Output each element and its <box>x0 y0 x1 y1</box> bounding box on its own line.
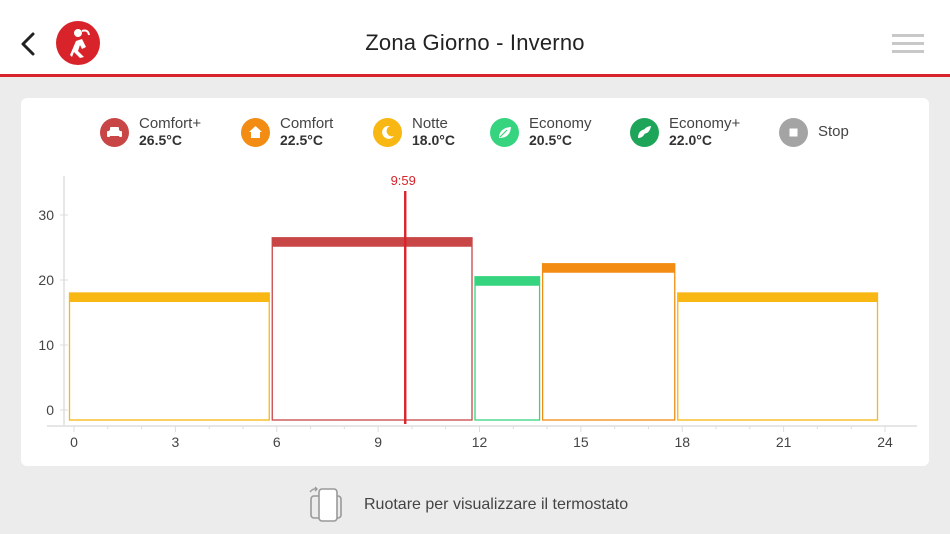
brand-logo-icon <box>56 21 100 65</box>
legend-temperature: 26.5°C <box>139 132 182 148</box>
schedule-segment-notte <box>68 292 270 421</box>
x-tick-label: 3 <box>171 434 179 450</box>
y-tick-label: 10 <box>38 337 54 353</box>
x-tick-label: 12 <box>472 434 488 450</box>
rotate-hint-text: Ruotare per visualizzare il termostato <box>364 496 629 513</box>
menu-button[interactable] <box>892 33 924 55</box>
legend-label: Economy <box>529 115 592 132</box>
legend-temperature: 22.5°C <box>280 132 323 148</box>
legend-item-economy-plus: Economy+ 22.0°C <box>630 115 760 151</box>
schedule-segment-comfort <box>541 263 676 421</box>
back-button[interactable] <box>16 28 44 60</box>
x-tick-label: 15 <box>573 434 589 450</box>
legend-temperature: 20.5°C <box>529 132 572 148</box>
legend-item-comfort: Comfort 22.5°C <box>241 115 371 151</box>
armchair-icon <box>100 118 129 147</box>
stop-icon <box>779 118 808 147</box>
chevron-left-icon <box>21 32 35 56</box>
temperature-chart: 0 10 20 30 0 3 6 9 12 15 18 21 24 9:59 <box>38 173 917 450</box>
double-leaf-icon <box>630 118 659 147</box>
x-tick-label: 21 <box>776 434 792 450</box>
legend-label: Stop <box>818 123 849 140</box>
y-tick-label: 0 <box>46 402 54 418</box>
legend-label: Comfort+ <box>139 115 202 132</box>
x-tick-label: 18 <box>674 434 690 450</box>
hamburger-menu-icon <box>892 34 924 53</box>
legend-label: Notte <box>412 115 448 132</box>
x-tick-label: 6 <box>273 434 281 450</box>
x-tick-label: 24 <box>877 434 893 450</box>
legend-item-economy: Economy 20.5°C <box>490 115 620 151</box>
rotate-device-icon <box>309 486 342 522</box>
legend-temperature: 18.0°C <box>412 132 455 148</box>
schedule-segment-economy <box>474 276 541 421</box>
segment-top-bar <box>677 293 878 302</box>
segment-top-bar <box>542 263 675 273</box>
x-tick-label: 0 <box>70 434 78 450</box>
segment-top-bar <box>475 276 540 286</box>
page-title: Zona Giorno - Inverno <box>365 30 585 55</box>
header-accent-line <box>0 74 950 77</box>
legend-item-comfort-plus: Comfort+ 26.5°C <box>100 115 230 151</box>
legend-label: Economy+ <box>669 115 741 132</box>
schedule-segment-comfort-plus <box>271 237 473 421</box>
y-tick-label: 20 <box>38 272 54 288</box>
schedule-card: Comfort+ 26.5°C Comfort 22.5°C Notte 18.0°C Ec… <box>21 98 929 466</box>
app-header: Zona Giorno - Inverno <box>0 0 950 74</box>
legend-label: Comfort <box>280 115 334 132</box>
current-time-label: 9:59 <box>391 173 416 188</box>
segment-top-bar <box>272 237 472 247</box>
legend-temperature: 22.0°C <box>669 132 712 148</box>
schedule-segment-notte <box>677 292 879 421</box>
legend-item-stop: Stop <box>779 115 909 151</box>
moon-icon <box>373 118 402 147</box>
legend-item-notte: Notte 18.0°C <box>373 115 503 151</box>
y-tick-label: 30 <box>38 207 54 223</box>
leaf-icon <box>490 118 519 147</box>
rotate-hint: Ruotare per visualizzare il termostato <box>0 478 950 534</box>
x-tick-label: 9 <box>374 434 382 450</box>
home-icon <box>241 118 270 147</box>
segment-top-bar <box>69 293 270 302</box>
